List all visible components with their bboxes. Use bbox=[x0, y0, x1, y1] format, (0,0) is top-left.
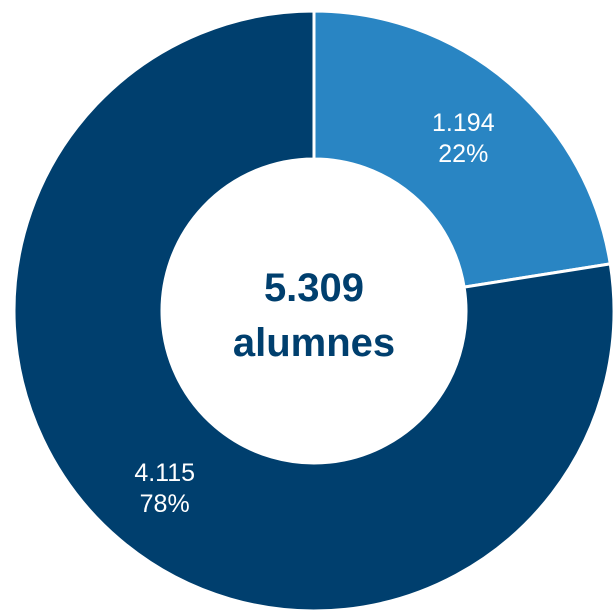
slice-value-label-0: 1.194 bbox=[432, 109, 495, 137]
donut-center: 5.309 alumnes bbox=[233, 266, 395, 365]
slice-percent-label-1: 78% bbox=[140, 490, 190, 518]
center-total-label: 5.309 bbox=[264, 266, 364, 310]
slice-percent-label-0: 22% bbox=[438, 140, 488, 168]
slice-labels: 1.194 22% 4.115 78% bbox=[134, 109, 494, 518]
donut-slices bbox=[12, 9, 613, 611]
slice-value-label-1: 4.115 bbox=[134, 459, 195, 487]
center-unit-label: alumnes bbox=[233, 321, 395, 365]
donut-slice-1 bbox=[12, 9, 613, 611]
donut-slice-0 bbox=[312, 9, 612, 289]
